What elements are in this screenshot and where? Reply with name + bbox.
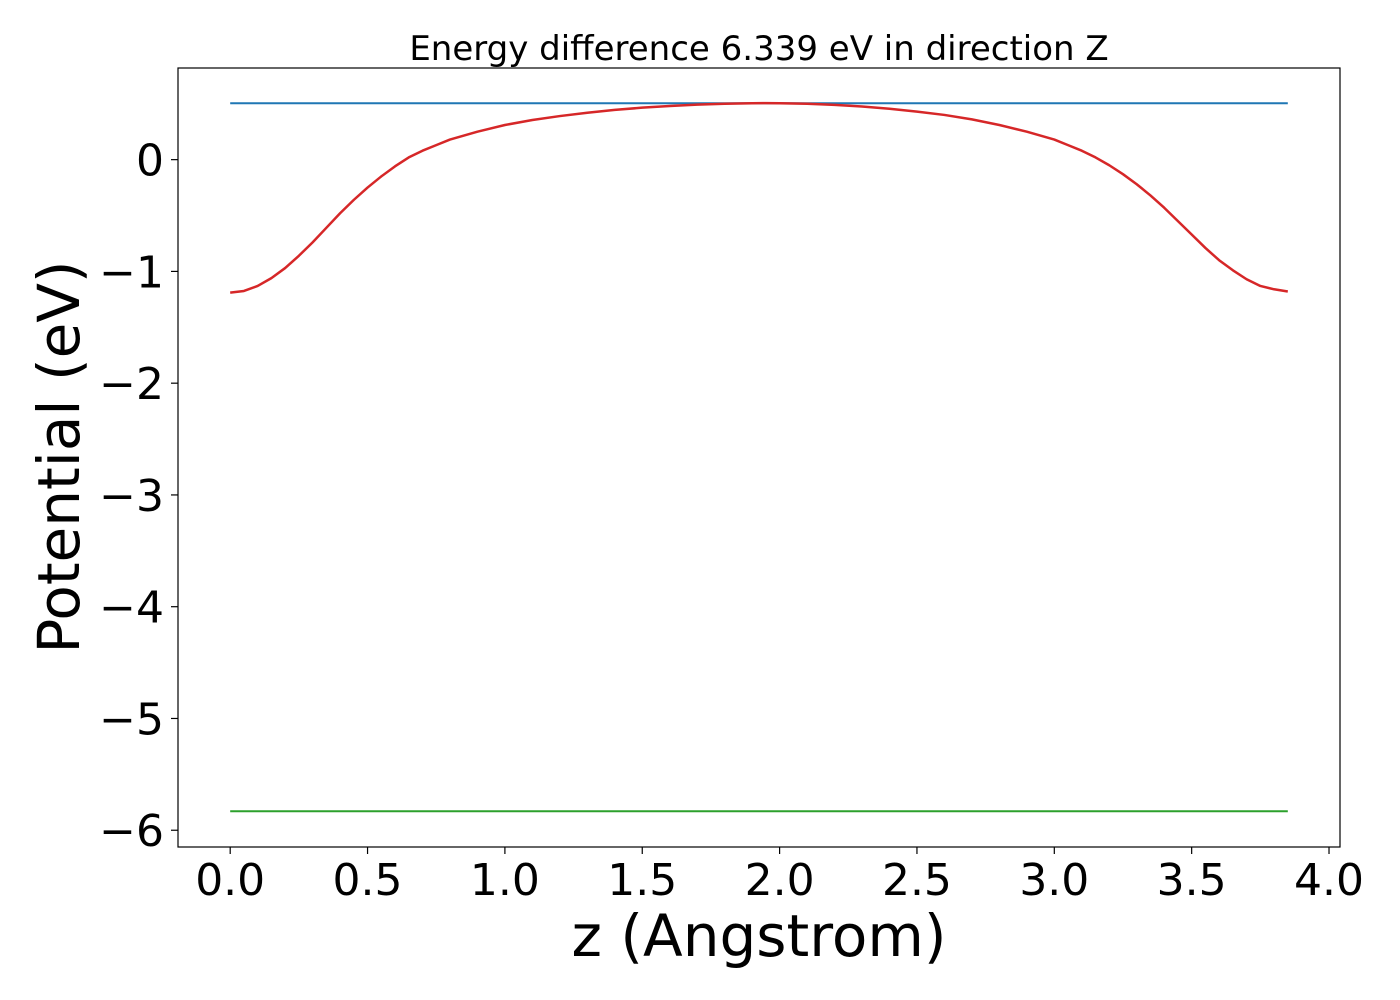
y-tick-label: −4 bbox=[99, 583, 164, 634]
chart-title: Energy difference 6.339 eV in direction … bbox=[409, 29, 1108, 69]
x-tick-label: 0.0 bbox=[195, 855, 265, 906]
y-tick-label: 0 bbox=[136, 136, 164, 187]
x-tick-label: 2.0 bbox=[745, 855, 815, 906]
series-line-3 bbox=[230, 101, 1289, 294]
plot-frame bbox=[177, 67, 1341, 848]
x-tick-label: 3.0 bbox=[1019, 855, 1089, 906]
y-tick-label: −5 bbox=[99, 694, 164, 745]
y-tick-label: −1 bbox=[99, 247, 164, 298]
x-tick-label: 3.5 bbox=[1157, 855, 1227, 906]
x-tick-label: 1.0 bbox=[470, 855, 540, 906]
y-tick-label: −2 bbox=[99, 359, 164, 410]
x-axis-ticks: 0.0 0.5 1.0 1.5 2.0 2.5 3.0 3.5 4.0 bbox=[195, 847, 1364, 906]
plot-area bbox=[230, 101, 1289, 813]
x-tick-label: 2.5 bbox=[882, 855, 952, 906]
x-tick-label: 4.0 bbox=[1294, 855, 1364, 906]
x-tick-label: 1.5 bbox=[607, 855, 677, 906]
y-axis-ticks: 0 −1 −2 −3 −4 −5 −6 bbox=[99, 136, 178, 857]
x-axis-label: z (Angstrom) bbox=[572, 902, 947, 970]
y-tick-label: −3 bbox=[99, 471, 164, 522]
y-tick-label: −6 bbox=[99, 806, 164, 857]
x-tick-label: 0.5 bbox=[333, 855, 403, 906]
y-axis-label: Potential (eV) bbox=[25, 260, 93, 653]
